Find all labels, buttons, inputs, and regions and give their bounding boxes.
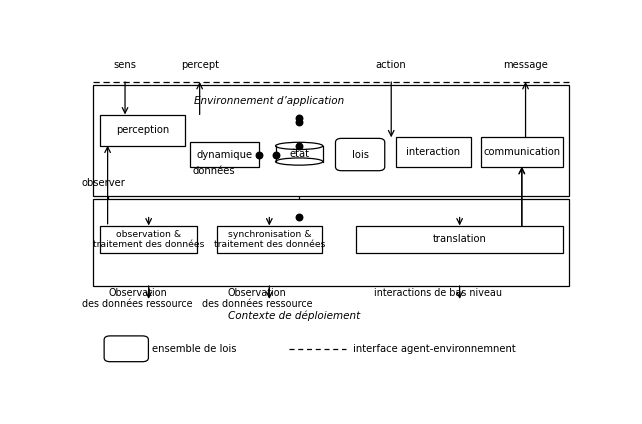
Ellipse shape (275, 158, 323, 165)
Text: interactions de bas niveau: interactions de bas niveau (374, 287, 503, 298)
FancyBboxPatch shape (100, 226, 197, 253)
FancyBboxPatch shape (100, 114, 185, 145)
Text: translation: translation (433, 234, 487, 244)
FancyBboxPatch shape (92, 85, 569, 196)
Point (294, 118, 304, 125)
Text: message: message (503, 60, 548, 70)
Text: données: données (192, 166, 235, 176)
Text: Observation
des données ressource: Observation des données ressource (82, 287, 193, 309)
Text: ensemble de lois: ensemble de lois (152, 344, 237, 354)
FancyBboxPatch shape (396, 137, 471, 167)
FancyBboxPatch shape (481, 137, 563, 167)
FancyBboxPatch shape (104, 336, 148, 362)
FancyBboxPatch shape (190, 142, 259, 167)
Text: Observation
des données ressource: Observation des données ressource (202, 287, 312, 309)
Point (270, 151, 281, 158)
Text: synchronisation &
traitement des données: synchronisation & traitement des données (214, 230, 325, 249)
Text: action: action (376, 60, 406, 70)
Text: dynamique: dynamique (196, 150, 252, 159)
FancyBboxPatch shape (92, 199, 569, 286)
Text: état: état (289, 149, 309, 159)
Text: lois: lois (352, 150, 369, 159)
Text: interaction: interaction (406, 147, 460, 157)
Text: communication: communication (483, 147, 560, 157)
Text: observation &
traitement des données: observation & traitement des données (93, 230, 204, 249)
FancyBboxPatch shape (217, 226, 322, 253)
Point (294, 214, 304, 221)
Text: observer: observer (82, 178, 126, 188)
FancyBboxPatch shape (356, 226, 563, 253)
Text: Environnement d’application: Environnement d’application (194, 97, 345, 106)
Text: perception: perception (116, 125, 169, 135)
FancyBboxPatch shape (336, 138, 385, 171)
Text: interface agent-environnemnent: interface agent-environnemnent (353, 344, 516, 354)
Point (294, 142, 304, 149)
Point (294, 114, 304, 121)
Point (254, 151, 265, 158)
Text: percept: percept (180, 60, 219, 70)
Text: sens: sens (114, 60, 137, 70)
Ellipse shape (275, 142, 323, 150)
FancyBboxPatch shape (275, 146, 323, 162)
Text: Contexte de déploiement: Contexte de déploiement (228, 310, 360, 321)
